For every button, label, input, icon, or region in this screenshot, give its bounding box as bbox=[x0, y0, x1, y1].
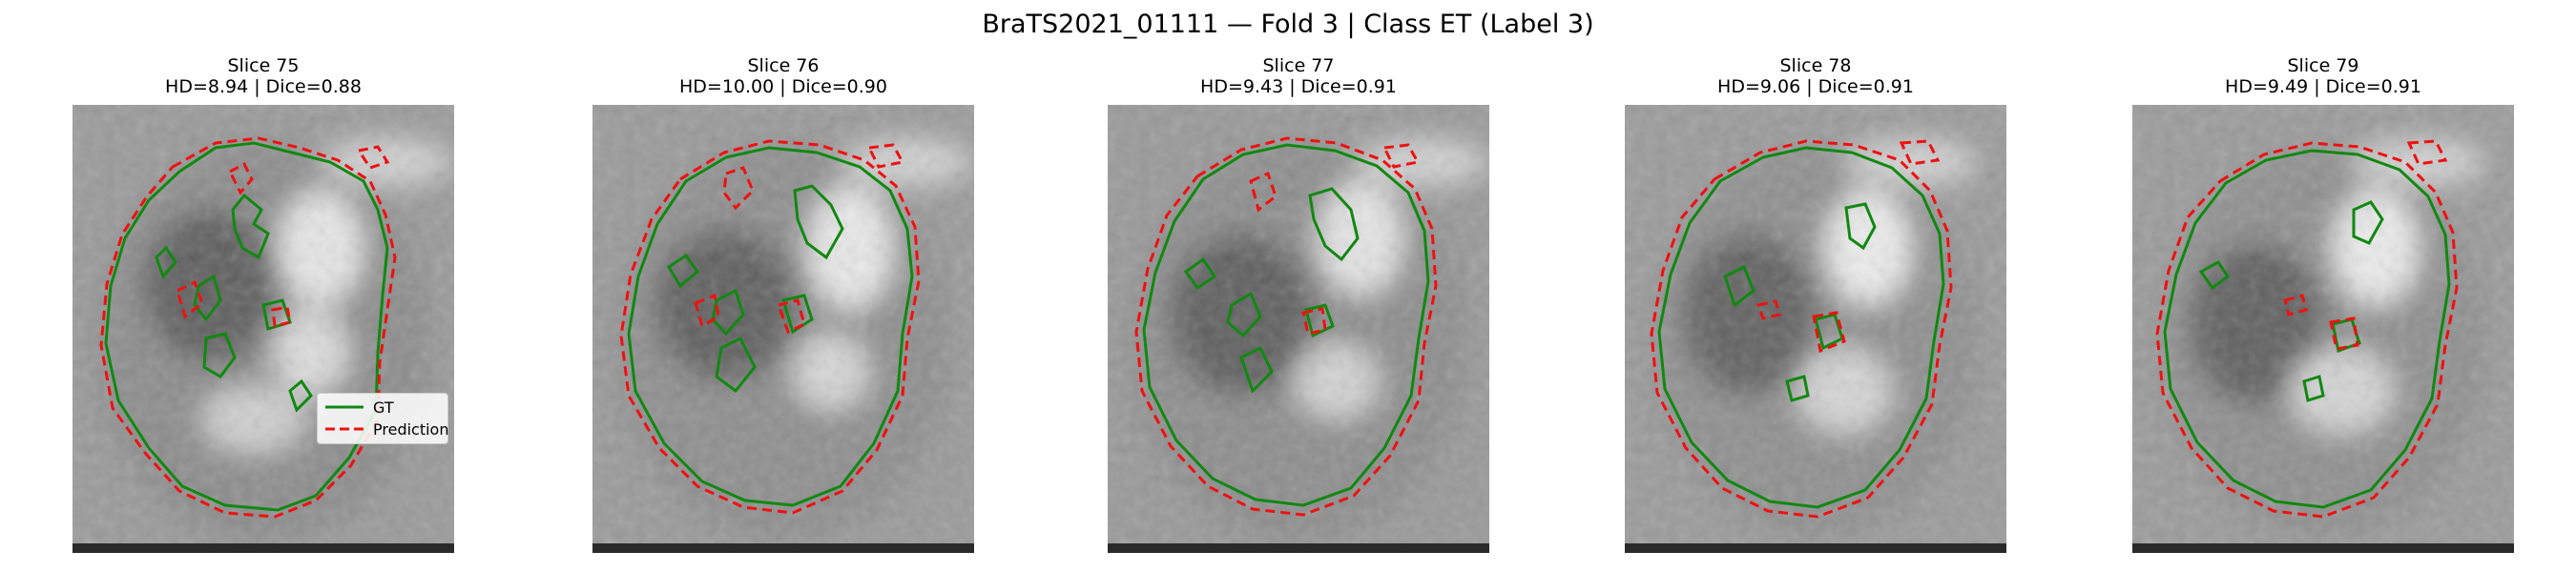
mri-slice-image bbox=[1108, 105, 1489, 553]
prediction-contour bbox=[2283, 294, 2308, 317]
legend-gt: GT bbox=[325, 397, 394, 418]
slice-panel: Slice 76 HD=10.00 | Dice=0.90 bbox=[592, 0, 974, 572]
slice-label: Slice 79 bbox=[2287, 55, 2359, 76]
mri-slice-image bbox=[1625, 105, 2006, 553]
gt-contour bbox=[1785, 375, 1810, 402]
gt-contour bbox=[155, 245, 177, 279]
prediction-contour bbox=[1756, 299, 1781, 320]
metrics-label: HD=9.43 | Dice=0.91 bbox=[1200, 76, 1397, 97]
prediction-contour bbox=[694, 293, 720, 329]
gt-contour bbox=[2302, 375, 2325, 402]
panel-title: Slice 79 HD=9.49 | Dice=0.91 bbox=[2075, 55, 2571, 97]
panel-title: Slice 76 HD=10.00 | Dice=0.90 bbox=[535, 55, 1031, 97]
prediction-contour bbox=[2406, 139, 2448, 166]
metrics-label: HD=9.49 | Dice=0.91 bbox=[2225, 76, 2421, 97]
gt-contour bbox=[104, 141, 389, 512]
contour-overlay bbox=[2155, 139, 2459, 519]
prediction-contour bbox=[1812, 311, 1846, 354]
gt-contour bbox=[2352, 200, 2384, 245]
legend-prediction: Prediction bbox=[325, 419, 448, 439]
gt-contour bbox=[202, 332, 237, 378]
prediction-contour bbox=[1134, 136, 1438, 517]
gt-contour bbox=[1844, 202, 1877, 251]
prediction-contour bbox=[866, 143, 905, 169]
mri-slice-image bbox=[73, 105, 454, 553]
prediction-contour bbox=[99, 136, 397, 519]
gt-contour bbox=[231, 193, 270, 260]
slice-label: Slice 75 bbox=[227, 55, 300, 76]
slice-panel: Slice 77 HD=9.43 | Dice=0.91 bbox=[1108, 0, 1489, 572]
gt-contour bbox=[793, 184, 844, 260]
prediction-contour bbox=[2329, 317, 2359, 351]
prediction-contour bbox=[1301, 307, 1327, 336]
prediction-contour bbox=[228, 161, 254, 195]
gt-contour bbox=[627, 146, 914, 507]
gt-contour bbox=[1657, 146, 1945, 509]
legend-prediction-label: Prediction bbox=[373, 419, 449, 439]
contour-overlay bbox=[99, 136, 397, 519]
gt-contour bbox=[1226, 291, 1262, 338]
gt-contour bbox=[2163, 149, 2451, 509]
gt-contour bbox=[711, 288, 745, 337]
slice-label: Slice 76 bbox=[747, 55, 820, 76]
prediction-contour bbox=[722, 166, 755, 211]
legend: GT Prediction bbox=[317, 393, 448, 444]
gt-contour bbox=[781, 294, 814, 335]
gt-contour bbox=[666, 253, 700, 289]
prediction-contour bbox=[1650, 139, 1953, 519]
gt-contour bbox=[261, 298, 292, 331]
metrics-label: HD=10.00 | Dice=0.90 bbox=[679, 76, 887, 97]
contour-overlay bbox=[1650, 139, 1953, 519]
prediction-contour bbox=[356, 145, 390, 170]
gt-contour bbox=[1183, 256, 1217, 291]
slice-label: Slice 77 bbox=[1262, 55, 1335, 76]
metrics-label: HD=9.06 | Dice=0.91 bbox=[1717, 76, 1914, 97]
gt-contour bbox=[1142, 143, 1430, 507]
panel-title: Slice 75 HD=8.94 | Dice=0.88 bbox=[15, 55, 511, 97]
panel-title: Slice 77 HD=9.43 | Dice=0.91 bbox=[1050, 55, 1547, 97]
slice-panel: Slice 79 HD=9.49 | Dice=0.91 bbox=[2132, 0, 2514, 572]
prediction-contour bbox=[619, 139, 921, 515]
prediction-contour bbox=[271, 305, 292, 328]
gt-contour bbox=[2198, 260, 2231, 291]
gt-contour bbox=[2331, 317, 2361, 353]
gt-contour bbox=[1308, 187, 1360, 262]
gt-contour bbox=[288, 378, 313, 413]
gt-contour bbox=[1723, 264, 1755, 308]
slice-panel: Slice 75 HD=8.94 | Dice=0.88 bbox=[73, 0, 454, 572]
slice-label: Slice 78 bbox=[1779, 55, 1852, 76]
contour-overlay bbox=[1134, 136, 1438, 517]
slice-panel: Slice 78 HD=9.06 | Dice=0.91 bbox=[1625, 0, 2006, 572]
gt-contour bbox=[1239, 345, 1274, 394]
mri-slice-image bbox=[2132, 105, 2514, 553]
gt-contour bbox=[1304, 303, 1335, 338]
prediction-contour bbox=[1381, 143, 1421, 169]
figure-title: BraTS2021_01111 — Fold 3 | Class ET (Lab… bbox=[982, 10, 1594, 39]
metrics-label: HD=8.94 | Dice=0.88 bbox=[165, 76, 362, 97]
contour-overlay bbox=[619, 139, 921, 515]
prediction-contour bbox=[1899, 139, 1941, 166]
mri-slice-image bbox=[592, 105, 974, 553]
legend-gt-label: GT bbox=[373, 398, 394, 417]
gt-contour bbox=[193, 274, 222, 322]
panel-title: Slice 78 HD=9.06 | Dice=0.91 bbox=[1568, 55, 2064, 97]
gt-contour bbox=[715, 336, 757, 394]
